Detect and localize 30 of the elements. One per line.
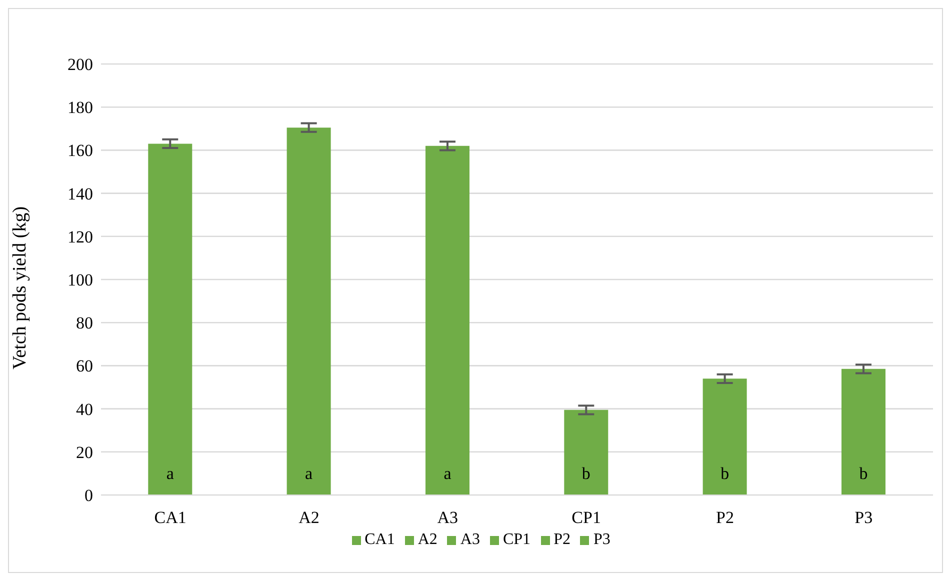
y-tick-label: 140 (68, 184, 93, 204)
y-tick-label: 160 (68, 141, 93, 160)
annotation: b (859, 464, 868, 483)
legend-label: P3 (593, 531, 610, 548)
y-tick-label: 200 (68, 55, 93, 74)
y-tick-label: 100 (68, 270, 93, 290)
legend-label: P2 (554, 531, 570, 548)
annotation: a (166, 464, 174, 483)
legend-label: CP1 (502, 531, 531, 548)
x-tick-label: CP1 (572, 508, 601, 528)
annotation: b (720, 464, 730, 483)
legend-label: CA1 (364, 531, 395, 548)
x-tick-label: A2 (298, 508, 320, 528)
x-tick-label: P3 (854, 508, 873, 528)
y-axis-title: Vetch pods yield (kg) (10, 206, 31, 370)
annotation: b (582, 464, 590, 483)
y-tick-label: 120 (68, 227, 93, 246)
x-tick-label: A3 (437, 508, 458, 528)
x-tick-label: CA1 (154, 508, 186, 528)
legend-label: A2 (418, 531, 438, 548)
x-tick-label: P2 (716, 508, 734, 528)
annotation: a (305, 464, 314, 483)
legend-label: A3 (460, 531, 480, 548)
y-tick-label: 80 (76, 314, 93, 333)
y-tick-label: 40 (76, 400, 93, 419)
annotation: a (444, 464, 452, 483)
y-tick-label: 180 (68, 98, 93, 118)
y-tick-label: 20 (76, 442, 93, 462)
y-tick-label: 0 (84, 486, 93, 506)
y-tick-label: 60 (76, 356, 93, 376)
